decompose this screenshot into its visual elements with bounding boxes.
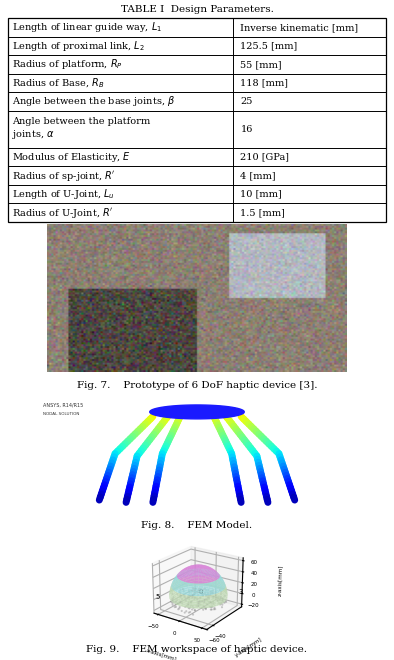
Text: Angle between the platform
joints, $\alpha$: Angle between the platform joints, $\alp… xyxy=(12,117,150,141)
Text: Radius of platform, $R_P$: Radius of platform, $R_P$ xyxy=(12,57,123,71)
Text: 125.5 [mm]: 125.5 [mm] xyxy=(240,42,298,50)
Text: ANSYS, R14/R15: ANSYS, R14/R15 xyxy=(43,403,83,408)
Text: Angle between the base joints, $\beta$: Angle between the base joints, $\beta$ xyxy=(12,94,175,108)
Text: 4 [mm]: 4 [mm] xyxy=(240,171,276,180)
Text: Length of proximal link, $L_2$: Length of proximal link, $L_2$ xyxy=(12,39,145,53)
Text: 25: 25 xyxy=(240,97,253,106)
Text: 10 [mm]: 10 [mm] xyxy=(240,189,282,199)
Text: Fig. 8.    FEM Model.: Fig. 8. FEM Model. xyxy=(141,521,253,529)
Text: Fig. 9.    FEM workspace of haptic device.: Fig. 9. FEM workspace of haptic device. xyxy=(87,645,307,653)
Text: 16: 16 xyxy=(240,125,253,134)
Text: Radius of Base, $R_B$: Radius of Base, $R_B$ xyxy=(12,76,104,90)
Y-axis label: y-axis[mm]: y-axis[mm] xyxy=(234,636,264,657)
Text: Modulus of Elasticity, $E$: Modulus of Elasticity, $E$ xyxy=(12,150,130,164)
Text: TABLE I  Design Parameters.: TABLE I Design Parameters. xyxy=(121,5,273,13)
Text: Length of linear guide way, $L_1$: Length of linear guide way, $L_1$ xyxy=(12,20,162,34)
Text: 1.5 [mm]: 1.5 [mm] xyxy=(240,208,285,217)
Text: 210 [GPa]: 210 [GPa] xyxy=(240,152,290,162)
Text: 118 [mm]: 118 [mm] xyxy=(240,79,288,87)
Text: 55 [mm]: 55 [mm] xyxy=(240,60,282,69)
X-axis label: x-axis[mm]: x-axis[mm] xyxy=(146,647,178,660)
Text: NODAL SOLUTION: NODAL SOLUTION xyxy=(43,412,79,416)
Text: Length of U-Joint, $L_u$: Length of U-Joint, $L_u$ xyxy=(12,187,115,201)
Polygon shape xyxy=(150,405,244,419)
Text: Inverse kinematic [mm]: Inverse kinematic [mm] xyxy=(240,23,359,32)
Text: Radius of U-Joint, $R^{\prime}$: Radius of U-Joint, $R^{\prime}$ xyxy=(12,206,113,220)
Text: Fig. 7.    Prototype of 6 DoF haptic device [3].: Fig. 7. Prototype of 6 DoF haptic device… xyxy=(77,381,317,389)
Text: Radius of sp-joint, $R^{\prime}$: Radius of sp-joint, $R^{\prime}$ xyxy=(12,169,115,183)
